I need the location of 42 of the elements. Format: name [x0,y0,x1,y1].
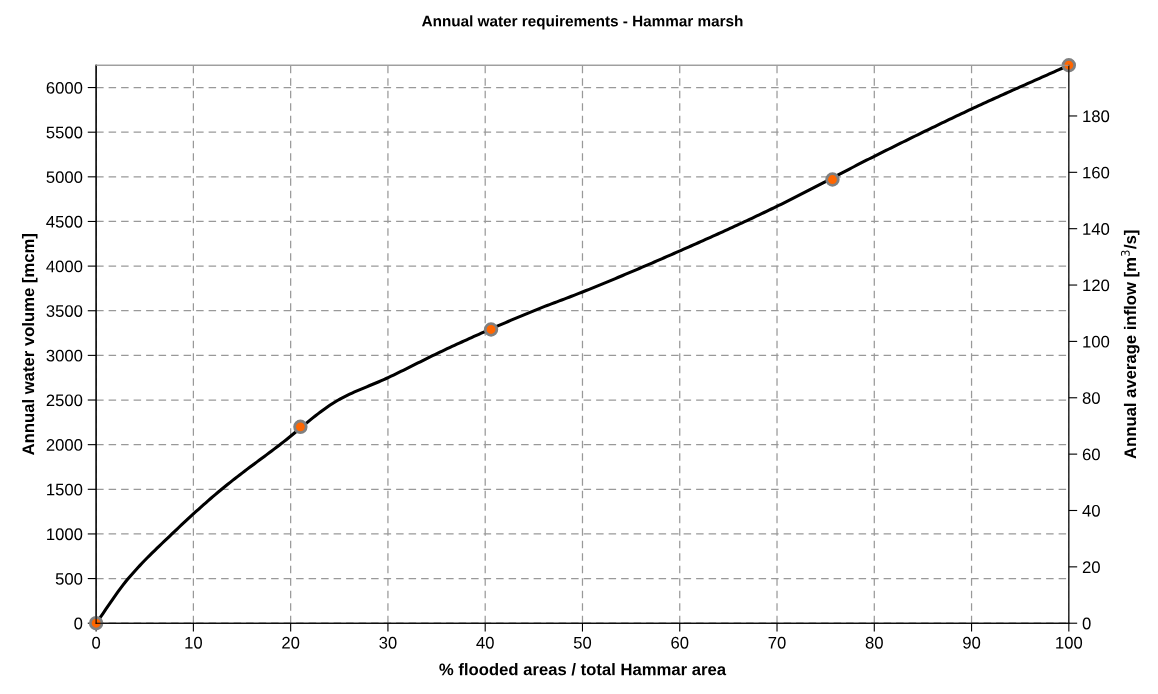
y-tick-label: 2000 [46,439,83,451]
y2-tick-label: 0 [1082,617,1091,630]
y2-tick-label: 80 [1082,392,1100,404]
y-tick-label: 4500 [46,215,83,228]
y-tick-label: 1000 [47,528,83,541]
y2-tick-label: 120 [1083,279,1110,292]
y-axis-title: Annual water volume [mcm] [21,234,38,455]
y-tick-label: 3000 [46,349,83,362]
y-tick-label: 5500 [46,126,83,139]
x-tick-label: 70 [768,636,786,649]
y2-tick-label: 160 [1083,166,1110,179]
chart-title: Annual water requirements - Hammar marsh [421,15,743,30]
x-tick-label: 30 [379,636,397,649]
y-tick-label: 5000 [46,171,83,184]
y-tick-label: 6000 [46,81,83,94]
point [293,419,308,434]
y-tick-label: 3500 [46,305,83,317]
y-tick-label: 500 [55,572,83,585]
y-tick-label: 1500 [47,483,83,496]
y-tick-label: 4000 [46,260,83,273]
point [825,172,840,187]
y2-tick-label: 100 [1083,335,1110,348]
y2-tick-label: 20 [1082,561,1100,574]
x-tick-label: 90 [963,636,981,649]
x-tick-label: 60 [671,636,689,649]
y2-tick-label: 60 [1082,448,1100,461]
x-tick-label: 20 [282,636,300,649]
point [1061,58,1077,73]
x-tick-label: 50 [573,636,592,649]
y-tick-label: 0 [74,617,83,630]
x-axis-title: % flooded areas / total Hammar area [439,663,727,676]
x-tick-label: 100 [1056,636,1083,649]
y2-tick-label: 140 [1083,223,1110,235]
point [483,322,499,337]
x-tick-label: 40 [476,636,494,649]
y2-axis-title: Annual average inflow [m$^{3}$/s] [1120,230,1140,459]
x-tick-label: 0 [92,636,101,649]
y-tick-label: 2500 [46,394,83,407]
x-tick-label: 80 [865,636,883,649]
y2-tick-label: 40 [1082,504,1100,517]
x-tick-label: 10 [185,636,202,649]
y2-tick-label: 180 [1083,110,1110,123]
